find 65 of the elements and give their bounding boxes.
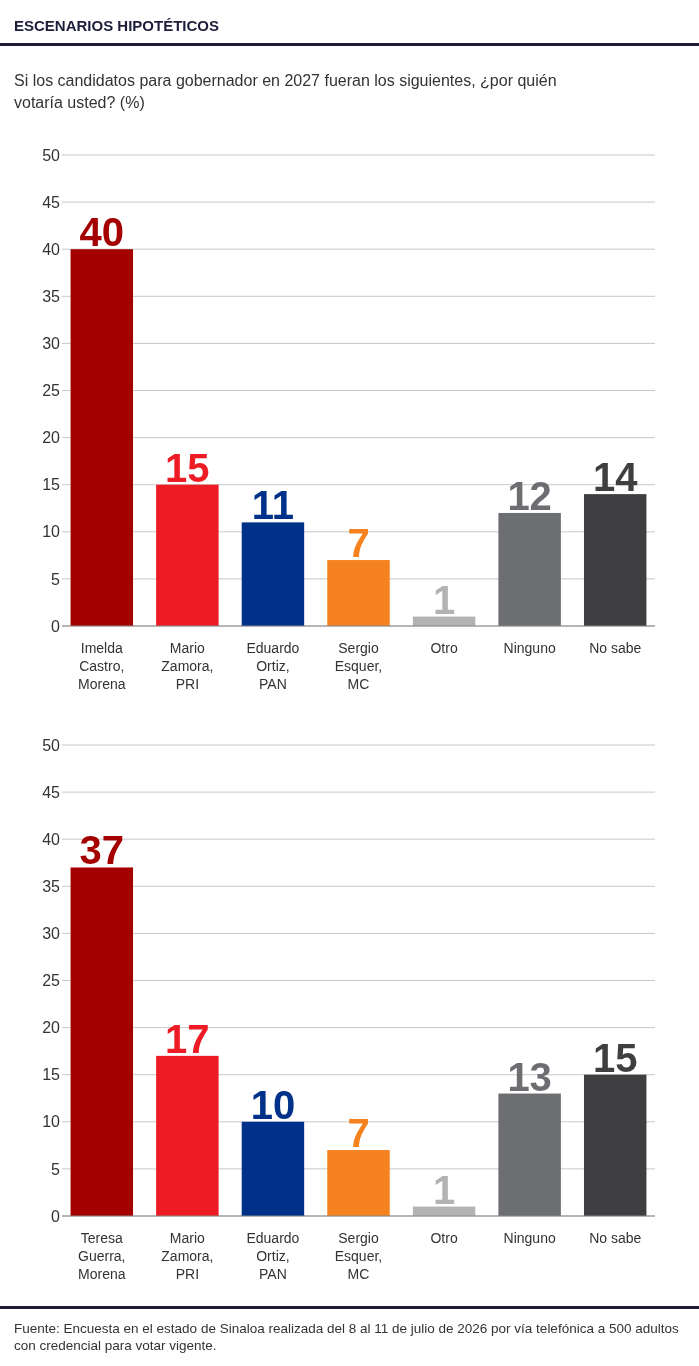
y-tick-label: 40	[42, 240, 61, 258]
bar	[327, 1150, 390, 1216]
bar	[498, 1093, 561, 1216]
data-label: 13	[507, 1054, 552, 1099]
x-tick-label: Otro	[430, 640, 458, 656]
data-label: 1	[432, 1167, 456, 1212]
data-label: 40	[79, 210, 125, 255]
y-tick-label: 0	[51, 617, 61, 635]
x-tick-label: Otro	[430, 1230, 458, 1246]
y-tick-label: 10	[42, 523, 61, 541]
bar	[583, 1074, 647, 1216]
bar	[498, 512, 561, 626]
data-label: 1	[432, 577, 456, 622]
data-label: 7	[347, 521, 370, 566]
y-tick-label: 25	[42, 382, 61, 400]
data-label: 12	[507, 473, 552, 518]
y-tick-label: 45	[42, 193, 61, 211]
bar	[156, 1055, 219, 1216]
y-tick-label: 35	[42, 877, 61, 895]
x-tick-label: Teresa Guerra, Morena	[78, 1230, 126, 1282]
y-tick-label: 5	[51, 570, 61, 588]
y-tick-label: 10	[42, 1113, 61, 1131]
chart-title: ESCENARIOS HIPOTÉTICOS	[14, 17, 220, 34]
source-note: Fuente: Encuesta en el estado de Sinaloa realizada del 8 al 11 de julio de 2026 por vía telefónica a 500 adultos con credencial para votar vigente.	[14, 1321, 679, 1353]
bar	[241, 1121, 305, 1216]
x-tick-label: No sabe	[589, 1230, 642, 1246]
x-tick-label: Eduardo Ortiz, PAN	[246, 1230, 300, 1282]
x-tick-label: Mario Zamora, PRI	[161, 1230, 214, 1282]
y-tick-label: 20	[42, 429, 61, 447]
bar	[583, 494, 647, 626]
x-tick-label: Ninguno	[503, 640, 556, 656]
data-label: 10	[250, 1082, 296, 1127]
bar	[327, 560, 390, 626]
data-label: 7	[347, 1111, 370, 1156]
data-label: 15	[592, 1035, 638, 1080]
y-tick-label: 45	[42, 783, 61, 801]
y-tick-label: 40	[42, 830, 61, 848]
x-tick-label: Ninguno	[503, 1230, 556, 1246]
bar	[156, 484, 219, 626]
y-tick-label: 30	[42, 335, 61, 353]
y-tick-label: 30	[42, 925, 61, 943]
y-tick-label: 15	[42, 1066, 61, 1084]
x-tick-label: No sabe	[589, 640, 642, 656]
y-tick-label: 20	[42, 1019, 61, 1037]
chart-subtitle: Si los candidatos para gobernador en 2027 fueran los siguientes, ¿por quién votaría usted? (%)	[14, 72, 557, 111]
data-label: 37	[79, 828, 125, 873]
x-tick-label: Sergio Esquer, MC	[334, 640, 383, 692]
x-tick-label: Mario Zamora, PRI	[161, 640, 214, 692]
bar	[70, 867, 134, 1216]
y-tick-label: 5	[51, 1160, 61, 1178]
x-tick-label: Sergio Esquer, MC	[334, 1230, 383, 1282]
y-tick-label: 50	[42, 146, 61, 164]
data-label: 14	[592, 455, 639, 500]
data-label: 17	[165, 1016, 210, 1061]
bar	[70, 249, 134, 626]
y-tick-label: 0	[51, 1207, 61, 1225]
y-tick-label: 35	[42, 287, 61, 305]
data-label: 15	[165, 445, 210, 490]
y-tick-label: 25	[42, 972, 61, 990]
bar	[241, 522, 305, 626]
data-label: 11	[251, 483, 295, 528]
y-tick-label: 50	[42, 736, 61, 754]
x-tick-label: Imelda Castro, Morena	[78, 640, 126, 692]
y-tick-label: 15	[42, 476, 61, 494]
x-tick-label: Eduardo Ortiz, PAN	[246, 640, 300, 692]
